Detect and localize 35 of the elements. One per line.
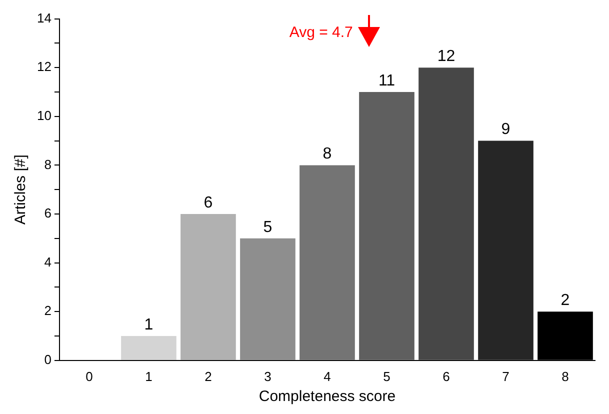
data-label: 12: [437, 48, 456, 66]
y-tick-label: 12: [36, 59, 52, 74]
y-tick-label: 6: [44, 206, 52, 221]
x-axis-title: Completeness score: [258, 388, 396, 406]
bar: [180, 214, 236, 360]
x-tick-label: 3: [264, 368, 272, 384]
bar: [359, 92, 414, 360]
bar: [478, 140, 534, 360]
y-tick-label: 0: [44, 352, 52, 367]
data-label: 8: [322, 146, 332, 163]
y-tick-label: 8: [44, 156, 52, 172]
bar: [300, 165, 355, 360]
y-axis-title: Articles [#]: [12, 154, 30, 225]
x-tick-label: 4: [324, 368, 331, 384]
x-tick-label: 0: [86, 368, 93, 384]
x-tick-label: 5: [383, 368, 390, 384]
x-tick-label: 7: [502, 368, 510, 384]
data-label: 5: [263, 218, 272, 236]
data-label: 2: [560, 292, 570, 310]
data-label: 11: [378, 72, 396, 90]
x-tick-label: 8: [562, 368, 569, 384]
y-tick-label: 2: [44, 303, 52, 318]
ref-line-label: Avg = 4.7: [289, 24, 353, 41]
x-tick-label: 1: [145, 368, 152, 384]
data-label: 1: [144, 316, 154, 334]
x-tick-label: 2: [204, 368, 212, 384]
data-label: 9: [501, 121, 510, 138]
data-label: 6: [204, 194, 213, 212]
y-tick-label: 10: [36, 108, 52, 123]
y-tick-label: 4: [44, 254, 52, 270]
bar: [240, 238, 296, 360]
y-tick-label: 14: [36, 10, 52, 26]
x-tick-label: 6: [442, 368, 450, 384]
bar: [121, 336, 176, 360]
bar: [418, 68, 474, 360]
